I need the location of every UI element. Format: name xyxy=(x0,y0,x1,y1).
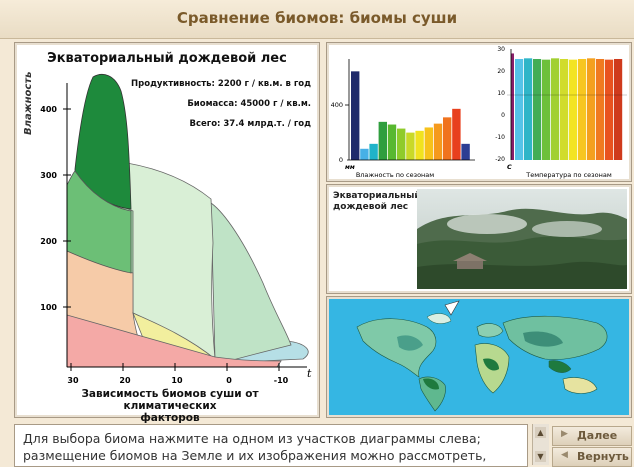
hum-unit: мм xyxy=(345,164,355,171)
temperature-bar-3 xyxy=(524,58,533,160)
season-charts-panel: 400 0 мм Влажность по сезонам 30 20 10 0… xyxy=(326,42,632,182)
humidity-bar-9 xyxy=(424,127,433,160)
biome-region-taiga[interactable] xyxy=(210,202,292,362)
biome-region-tropical-forest[interactable] xyxy=(66,170,132,274)
world-map[interactable] xyxy=(327,297,631,417)
hum-xlabel: Влажность по сезонам xyxy=(356,171,434,179)
instructions-scrollbar[interactable]: ▲ ▼ xyxy=(532,424,549,465)
instructions-line-2: размещение биомов на Земле и их изображе… xyxy=(23,448,487,466)
photo-biome-title: Экваториальный дождевой лес xyxy=(333,191,421,212)
temp-tick-10: 10 xyxy=(497,90,505,97)
humidity-chart: 400 0 мм Влажность по сезонам xyxy=(331,59,475,179)
humidity-bar-10 xyxy=(433,123,443,160)
y-tick-200: 200 xyxy=(40,237,57,246)
x-tick-minus10: -10 xyxy=(274,376,289,385)
humidity-bar-11 xyxy=(443,117,452,160)
temperature-chart: 30 20 10 0 -10 -20 C Температура по сезо… xyxy=(495,46,627,179)
diagram-caption: Зависимость биомов суши от климатических… xyxy=(45,388,295,424)
temp-xlabel: Температура по сезонам xyxy=(525,171,612,179)
hum-tick-0: 0 xyxy=(339,156,343,164)
temperature-bar-1 xyxy=(511,53,514,160)
temp-tick-30: 30 xyxy=(497,46,505,53)
biomass-text: Биомасса: 45000 г / кв.м. xyxy=(187,99,311,109)
biome-region-desert[interactable] xyxy=(66,314,282,368)
temperature-bar-13 xyxy=(614,58,623,160)
x-axis-unit: t xyxy=(307,367,312,380)
instructions-box: Для выбора биома нажмите на одном из уча… xyxy=(14,424,528,467)
temperature-bar-12 xyxy=(605,59,614,160)
humidity-bar-7 xyxy=(406,132,415,160)
productivity-text: Продуктивность: 2200 г / кв.м. в год xyxy=(131,79,311,89)
temp-unit: C xyxy=(507,163,512,171)
temperature-bar-4 xyxy=(533,58,542,160)
arrow-down-icon[interactable]: ▼ xyxy=(535,451,546,462)
humidity-bar-1 xyxy=(351,71,360,160)
biome-diagram[interactable]: 400 300 200 100 30 20 10 0 -10 t xyxy=(15,43,319,417)
temperature-bar-9 xyxy=(578,58,587,160)
window-title: Сравнение биомов: биомы суши xyxy=(176,9,458,27)
x-tick-0: 0 xyxy=(226,376,232,385)
humidity-bar-6 xyxy=(397,128,406,160)
temperature-bar-8 xyxy=(569,59,578,160)
next-button-label: Далее xyxy=(577,429,618,442)
caption-line-1: Зависимость биомов суши от климатических xyxy=(81,388,259,412)
y-tick-100: 100 xyxy=(40,303,57,312)
humidity-bar-13 xyxy=(461,143,470,160)
arrow-up-icon[interactable]: ▲ xyxy=(535,427,546,438)
biome-photo xyxy=(417,189,627,289)
x-tick-30: 30 xyxy=(67,376,79,385)
biome-diagram-panel: Экваториальный дождевой лес Продуктивнос… xyxy=(14,42,320,424)
temperature-bar-6 xyxy=(551,58,560,160)
arrow-right-icon: ▶ xyxy=(561,429,568,439)
biome-photo-panel: Экваториальный дождевой лес xyxy=(326,184,632,294)
humidity-bar-8 xyxy=(415,130,424,160)
temp-tick-0: 0 xyxy=(501,112,505,119)
y-tick-300: 300 xyxy=(40,171,57,180)
temperature-bar-7 xyxy=(560,58,569,160)
biome-title: Экваториальный дождевой лес xyxy=(47,51,287,66)
world-map-panel[interactable] xyxy=(326,296,632,418)
caption-line-2: факторов xyxy=(140,412,200,424)
title-bar: Сравнение биомов: биомы суши xyxy=(0,0,634,39)
temperature-bar-10 xyxy=(587,58,596,160)
next-button[interactable]: ▶ Далее xyxy=(552,426,632,446)
instructions-line-1: Для выбора биома нажмите на одном из уча… xyxy=(23,431,481,446)
humidity-bar-12 xyxy=(452,108,461,160)
temperature-bar-5 xyxy=(542,59,551,160)
humidity-bar-5 xyxy=(387,124,397,160)
arrow-left-icon: ◀ xyxy=(561,450,568,460)
y-tick-400: 400 xyxy=(40,105,57,114)
back-button-label: Вернуть xyxy=(577,450,629,463)
back-button[interactable]: ◀ Вернуть xyxy=(552,447,632,467)
total-text: Всего: 37.4 млрд.т. / год xyxy=(189,119,311,129)
hum-tick-400: 400 xyxy=(331,101,343,109)
biome-region-rainforest[interactable] xyxy=(74,74,132,210)
temp-tick-minus20: -20 xyxy=(495,156,505,163)
x-tick-20: 20 xyxy=(119,376,131,385)
pointer-icon xyxy=(444,300,460,316)
humidity-bar-3 xyxy=(369,143,378,160)
x-tick-10: 10 xyxy=(171,376,183,385)
humidity-bar-2 xyxy=(360,148,369,160)
temp-tick-minus10: -10 xyxy=(495,134,505,141)
temperature-bar-11 xyxy=(596,58,605,160)
temperature-bar-2 xyxy=(515,58,524,160)
temp-tick-20: 20 xyxy=(497,68,505,75)
humidity-bar-4 xyxy=(378,121,387,160)
